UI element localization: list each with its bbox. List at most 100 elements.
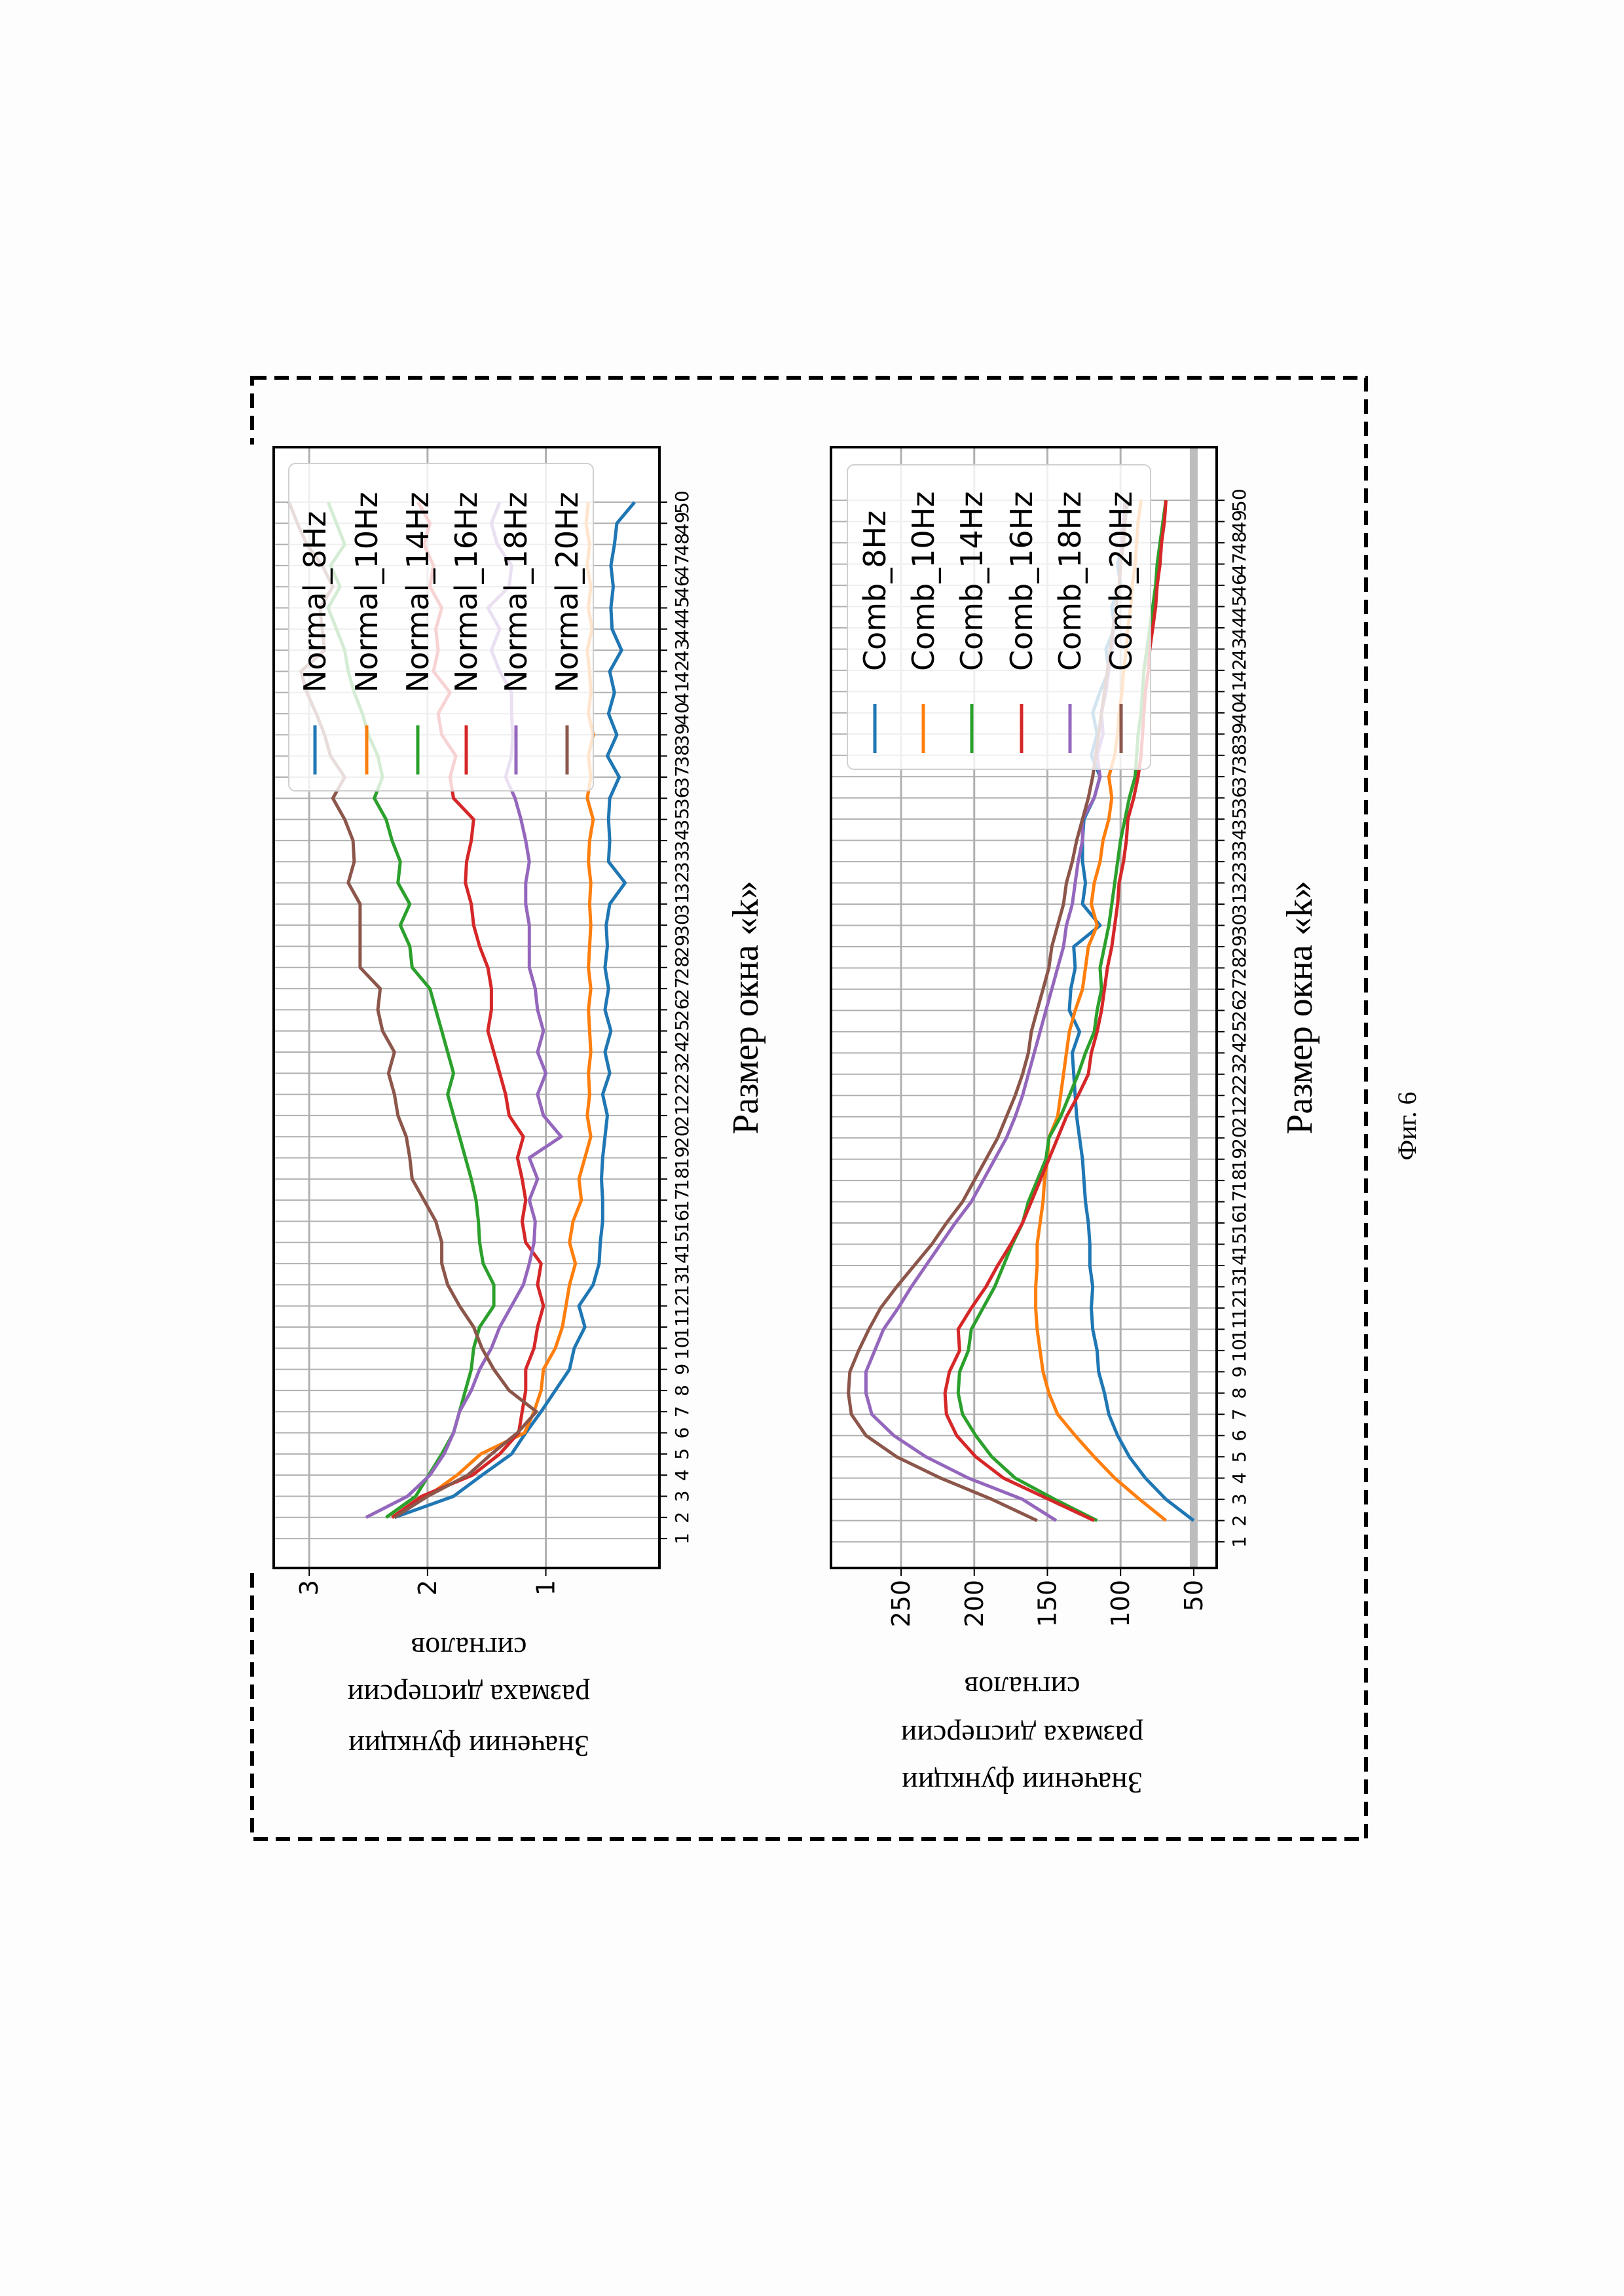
x-tick-label: 50 <box>671 490 693 514</box>
x-tick-label: 4 <box>671 1469 693 1481</box>
x-tick-label: 47 <box>671 554 693 577</box>
x-tick-label: 47 <box>1228 553 1250 576</box>
y-tick-label: 150 <box>1033 1580 1061 1628</box>
x-tick-label: 8 <box>671 1385 693 1396</box>
legend-label: Comb_14Hz <box>954 491 989 671</box>
x-tick-label: 30 <box>671 913 693 937</box>
x-tick-label: 10 <box>671 1336 693 1360</box>
x-tick-label: 31 <box>671 892 693 916</box>
legend-label: Normal_16Hz <box>449 492 484 693</box>
x-tick-label: 9 <box>1228 1366 1250 1377</box>
x-tick-label: 39 <box>1228 722 1250 746</box>
x-tick-label: 12 <box>671 1294 693 1318</box>
x-tick-label: 48 <box>1228 531 1250 555</box>
x-tick-label: 43 <box>671 638 693 662</box>
x-tick-label: 20 <box>671 1125 693 1148</box>
x-tick-label: 43 <box>1228 638 1250 661</box>
x-tick-label: 32 <box>671 871 693 895</box>
x-tick-label: 50 <box>1228 488 1250 512</box>
legend-label: Normal_20Hz <box>549 492 585 693</box>
x-tick-label: 23 <box>671 1061 693 1085</box>
clip-band <box>234 445 272 1571</box>
x-tick-label: 37 <box>1228 765 1250 788</box>
x-tick-label: 3 <box>1228 1493 1250 1505</box>
x-tick-label: 16 <box>1228 1211 1250 1235</box>
legend-label: Normal_18Hz <box>498 492 534 693</box>
x-tick-label: 40 <box>671 702 693 725</box>
x-tick-label: 35 <box>1228 807 1250 831</box>
y-axis-label-line: размаха дисперсии <box>901 1719 1144 1753</box>
x-tick-label: 22 <box>671 1083 693 1106</box>
x-tick-label: 44 <box>1228 616 1250 640</box>
chart-normal: 1234567891011121314151617181920212223242… <box>234 445 766 1763</box>
x-tick-label: 21 <box>1228 1105 1250 1129</box>
x-tick-label: 21 <box>671 1104 693 1127</box>
chart-comb: 1234567891011121314151617181920212223242… <box>792 445 1320 1800</box>
y-tick-label: 250 <box>887 1580 915 1628</box>
x-tick-label: 32 <box>1228 871 1250 895</box>
x-axis-label: Размер окна «k» <box>726 881 766 1135</box>
x-tick-label: 7 <box>1228 1408 1250 1420</box>
x-tick-label: 40 <box>1228 701 1250 725</box>
x-tick-label: 33 <box>671 850 693 873</box>
x-tick-label: 36 <box>1228 786 1250 810</box>
x-tick-label: 45 <box>671 596 693 620</box>
x-tick-label: 49 <box>1228 510 1250 534</box>
x-tick-label: 9 <box>671 1364 693 1376</box>
patent-figure-page: 1234567891011121314151617181920212223242… <box>0 0 1624 2296</box>
x-tick-label: 14 <box>1228 1254 1250 1277</box>
x-tick-label: 7 <box>671 1406 693 1417</box>
x-tick-label: 22 <box>1228 1084 1250 1107</box>
x-tick-label: 3 <box>671 1491 693 1503</box>
x-tick-label: 2 <box>671 1512 693 1523</box>
x-tick-label: 29 <box>1228 935 1250 958</box>
x-tick-label: 30 <box>1228 914 1250 938</box>
x-tick-label: 24 <box>1228 1041 1250 1065</box>
x-tick-label: 18 <box>1228 1169 1250 1192</box>
clip-band <box>792 445 830 1571</box>
y-tick-label: 1 <box>532 1580 561 1595</box>
x-tick-label: 34 <box>1228 829 1250 852</box>
x-tick-label: 5 <box>1228 1451 1250 1463</box>
x-tick-label: 16 <box>671 1210 693 1233</box>
x-tick-label: 11 <box>671 1315 693 1339</box>
legend-label: Comb_16Hz <box>1004 491 1039 671</box>
x-tick-label: 38 <box>671 744 693 768</box>
x-tick-label: 11 <box>1228 1318 1250 1341</box>
x-tick-label: 19 <box>1228 1148 1250 1171</box>
figure-caption: Фиг. 6 <box>1392 1092 1422 1161</box>
y-axis-label-line: сигналов <box>411 1631 526 1665</box>
legend-label: Comb_20Hz <box>1103 491 1139 671</box>
x-tick-label: 17 <box>671 1188 693 1212</box>
x-tick-label: 29 <box>671 935 693 958</box>
x-tick-label: 36 <box>671 786 693 810</box>
x-tick-label: 42 <box>671 660 693 683</box>
x-tick-label: 10 <box>1228 1339 1250 1362</box>
x-tick-label: 8 <box>1228 1387 1250 1399</box>
x-tick-label: 39 <box>671 723 693 747</box>
x-tick-label: 19 <box>671 1146 693 1170</box>
legend-label: Comb_10Hz <box>906 491 941 671</box>
y-tick-label: 200 <box>960 1580 989 1628</box>
x-tick-label: 28 <box>1228 957 1250 980</box>
x-tick-label: 17 <box>1228 1190 1250 1214</box>
x-tick-label: 46 <box>1228 574 1250 597</box>
x-tick-label: 27 <box>1228 977 1250 1001</box>
x-tick-label: 27 <box>671 977 693 1000</box>
legend-label: Comb_8Hz <box>857 511 893 671</box>
x-tick-label: 6 <box>671 1427 693 1439</box>
x-tick-label: 15 <box>1228 1233 1250 1256</box>
y-axis-label-line: Значении функции <box>348 1730 589 1763</box>
x-tick-label: 1 <box>1228 1536 1250 1548</box>
x-tick-label: 25 <box>1228 1020 1250 1044</box>
x-tick-label: 44 <box>671 617 693 641</box>
x-tick-label: 14 <box>671 1252 693 1275</box>
x-tick-label: 41 <box>671 681 693 704</box>
x-tick-label: 1 <box>671 1533 693 1544</box>
x-tick-label: 13 <box>1228 1275 1250 1299</box>
x-tick-label: 37 <box>671 765 693 789</box>
x-tick-label: 23 <box>1228 1063 1250 1086</box>
x-tick-label: 26 <box>671 998 693 1022</box>
x-tick-label: 24 <box>671 1040 693 1064</box>
y-tick-label: 3 <box>295 1580 323 1595</box>
